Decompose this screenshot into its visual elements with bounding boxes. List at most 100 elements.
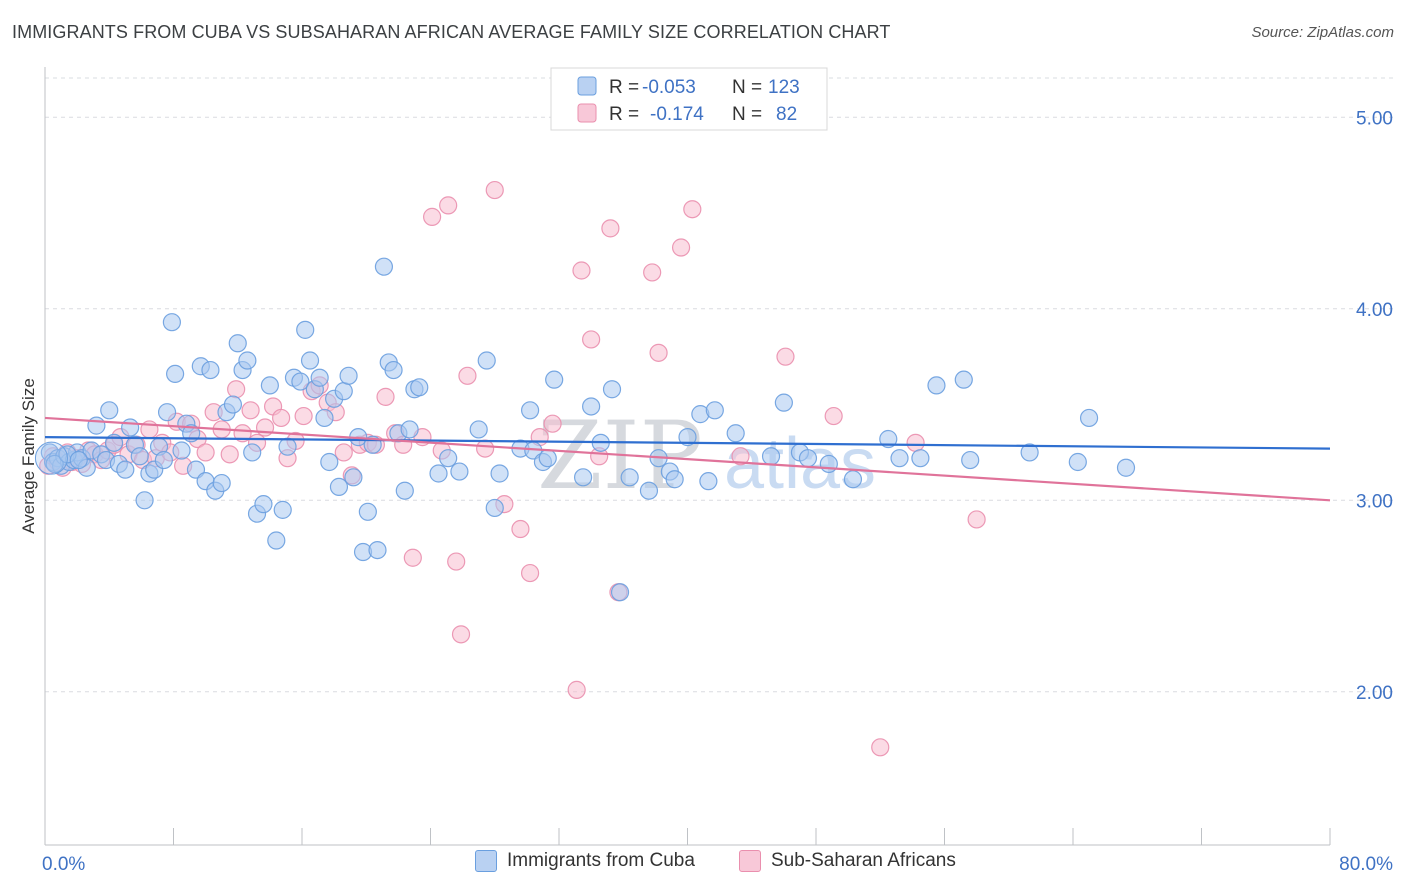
cuba-point (410, 378, 429, 397)
african-point (196, 443, 215, 462)
blue-r-value: -0.053 (642, 77, 696, 98)
cuba-point (639, 481, 659, 500)
african-point (671, 238, 691, 257)
blue-swatch (577, 76, 597, 96)
y-tick-label: 3.00 (1356, 491, 1393, 512)
african-point (294, 406, 313, 426)
cuba-point (582, 397, 601, 416)
cuba-point (927, 376, 946, 395)
cuba-point (87, 416, 106, 435)
stats-legend-frame (550, 67, 828, 131)
legend-label-africans: Sub-Saharan Africans (771, 850, 956, 871)
cuba-point (573, 468, 593, 487)
cuba-point (843, 470, 863, 489)
cuba-point (329, 477, 349, 496)
african-point (476, 439, 495, 458)
cuba-point (774, 393, 793, 412)
cuba-point (315, 408, 334, 428)
cuba-point (610, 583, 630, 602)
cuba-point (273, 500, 292, 519)
legend-swatch-blue (475, 850, 497, 872)
cuba-point (172, 441, 191, 460)
african-point (334, 443, 353, 462)
african-point (643, 263, 662, 282)
cuba-point (469, 420, 488, 439)
african-point (241, 401, 260, 420)
y-tick-label: 4.00 (1356, 300, 1393, 321)
african-point (543, 414, 562, 433)
y-tick-label: 2.00 (1356, 683, 1393, 704)
y-axis-label: Average Family Size (19, 378, 38, 534)
african-point (511, 519, 530, 539)
cuba-point (819, 454, 838, 474)
cuba-point (254, 495, 273, 514)
cuba-point (157, 403, 177, 422)
cuba-point (726, 424, 745, 443)
legend-label-cuba: Immigrants from Cuba (507, 850, 695, 871)
blue-n-value: 123 (768, 77, 800, 98)
cuba-point (300, 351, 320, 370)
cuba-point (374, 257, 394, 276)
cuba-trend-line (44, 436, 1331, 450)
legend-item-cuba: Immigrants from Cuba (475, 850, 695, 872)
chart-title: IMMIGRANTS FROM CUBA VS SUBSAHARAN AFRIC… (12, 22, 891, 42)
blue-r-label: R = (609, 77, 639, 98)
cuba-point (678, 428, 697, 447)
cuba-point (761, 447, 781, 466)
pink-n-label: N = (732, 104, 762, 125)
african-point (485, 180, 504, 200)
cuba-point (520, 401, 540, 420)
cuba-point (267, 531, 286, 550)
cuba-point (69, 450, 88, 470)
cuba-point (201, 360, 220, 380)
african-point (967, 510, 986, 529)
cuba-point (243, 443, 262, 462)
cuba-point (602, 380, 622, 399)
axes (44, 67, 1331, 846)
african-point (906, 433, 925, 452)
cuba-point (130, 447, 149, 466)
african-point (272, 408, 291, 428)
cuba-point (135, 491, 154, 510)
african-point (458, 366, 477, 385)
legend-item-africans: Sub-Saharan Africans (739, 850, 956, 872)
african-point (220, 445, 239, 464)
african-point (423, 207, 442, 226)
cuba-point (384, 360, 403, 380)
cuba-point (162, 313, 181, 332)
x-tick-label: 0.0% (42, 854, 85, 875)
cuba-point (545, 370, 564, 389)
cuba-point (911, 449, 930, 468)
cuba-point (705, 401, 724, 420)
cuba-point (485, 498, 504, 518)
african-point (376, 387, 395, 406)
stats-legend: R = -0.053 N = 123 R = -0.174 N = 82 (550, 67, 828, 131)
african-point (403, 548, 422, 567)
cuba-point (121, 418, 140, 437)
cuba-point (954, 370, 973, 389)
african-point (572, 261, 591, 280)
pink-r-value: -0.174 (650, 104, 704, 125)
cuba-point (699, 472, 718, 491)
african-point (451, 625, 471, 644)
african-point (447, 552, 466, 571)
data-points (34, 180, 1136, 757)
cuba-point (1068, 452, 1087, 472)
cuba-point (798, 449, 818, 468)
cuba-point (154, 450, 173, 470)
blue-n-label: N = (732, 77, 762, 98)
cuba-point (665, 470, 684, 489)
cuba-point (260, 376, 279, 395)
tick-labels: 2.00 3.00 4.00 5.00 0.0% 80.0% (42, 108, 1393, 875)
cuba-point (358, 502, 377, 521)
cuba-point (223, 395, 243, 414)
african-point (233, 424, 252, 443)
cuba-point (344, 468, 363, 487)
cuba-point (450, 462, 469, 481)
cuba-point (228, 334, 247, 353)
trend-lines (44, 416, 1331, 502)
cuba-point (538, 449, 557, 468)
african-point (227, 380, 246, 399)
cuba-point (620, 468, 639, 487)
